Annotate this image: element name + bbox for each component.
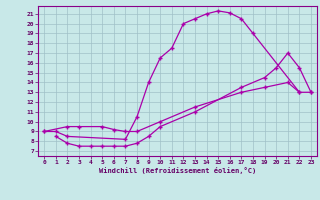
X-axis label: Windchill (Refroidissement éolien,°C): Windchill (Refroidissement éolien,°C) xyxy=(99,167,256,174)
